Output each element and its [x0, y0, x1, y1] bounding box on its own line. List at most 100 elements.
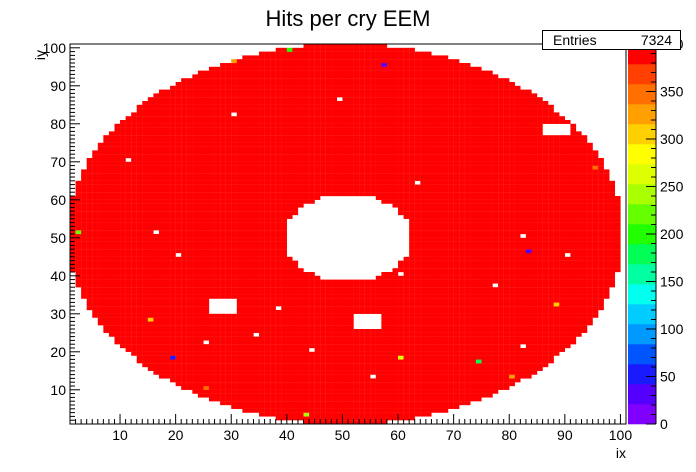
heatmap-cell	[409, 272, 415, 276]
heatmap-cell	[225, 340, 232, 345]
heatmap-cell	[281, 298, 287, 303]
heatmap-cell	[214, 101, 221, 105]
heatmap-cell	[309, 180, 315, 185]
heatmap-cell	[103, 196, 110, 200]
heatmap-cell	[214, 188, 221, 193]
heatmap-cell	[81, 177, 87, 181]
heatmap-cell	[114, 215, 121, 219]
heatmap-cell	[297, 344, 304, 349]
heatmap-cell	[192, 355, 199, 360]
heatmap-cell	[170, 359, 176, 364]
heatmap-cell	[314, 188, 321, 193]
heatmap-cell	[242, 131, 249, 136]
heatmap-cell	[225, 154, 232, 159]
heatmap-cell	[242, 382, 249, 387]
heatmap-cell	[425, 310, 432, 314]
heatmap-cell	[414, 283, 421, 288]
heatmap-cell	[214, 234, 221, 238]
heatmap-cell	[114, 291, 121, 295]
heatmap-cell	[103, 150, 110, 155]
heatmap-cell	[259, 230, 265, 235]
heatmap-cell	[86, 275, 93, 280]
heatmap-cell	[314, 382, 321, 387]
heatmap-cell	[214, 196, 221, 200]
heatmap-cell	[186, 241, 193, 246]
heatmap-cell	[147, 154, 154, 159]
heatmap-cell	[181, 234, 187, 238]
heatmap-cell	[108, 169, 115, 174]
heatmap-cell	[336, 158, 343, 162]
heatmap-cell	[75, 245, 82, 250]
heatmap-cell	[386, 89, 393, 94]
heatmap-cell	[247, 310, 254, 314]
heatmap-cell	[336, 325, 343, 330]
heatmap-cell	[203, 336, 210, 341]
heatmap-cell	[342, 146, 349, 151]
heatmap-cell	[320, 298, 326, 303]
heatmap-cell	[236, 294, 243, 299]
heatmap-cell	[181, 123, 187, 128]
heatmap-cell	[420, 367, 426, 371]
heatmap-cell	[97, 291, 104, 295]
heatmap-cell	[114, 135, 121, 140]
heatmap-cell	[325, 146, 332, 151]
heatmap-cell	[170, 367, 176, 371]
heatmap-cell	[75, 218, 82, 223]
heatmap-cell	[425, 63, 432, 67]
heatmap-cell	[236, 275, 243, 280]
heatmap-cell	[353, 351, 360, 356]
heatmap-cell	[292, 268, 299, 273]
heatmap-cell	[120, 283, 126, 288]
heatmap-cell	[264, 142, 271, 147]
heatmap-cell	[70, 226, 76, 231]
heatmap-cell	[108, 264, 115, 269]
heatmap-cell	[314, 169, 321, 174]
heatmap-cell	[286, 283, 293, 288]
heatmap-cell	[270, 363, 276, 368]
heatmap-cell	[425, 165, 432, 170]
heatmap-cell	[348, 184, 354, 189]
heatmap-cell	[403, 355, 410, 360]
heatmap-cell	[320, 112, 326, 117]
heatmap-cell	[220, 340, 226, 345]
heatmap-cell	[203, 101, 210, 105]
heatmap-cell	[120, 196, 126, 200]
heatmap-cell	[342, 158, 349, 162]
heatmap-cell	[353, 382, 360, 387]
heatmap-cell	[264, 348, 271, 352]
heatmap-cell	[375, 165, 382, 170]
heatmap-cell	[253, 374, 260, 379]
heatmap-cell	[192, 131, 199, 136]
heatmap-cell	[403, 192, 410, 197]
heatmap-cell	[314, 116, 321, 121]
heatmap-cell	[214, 291, 221, 295]
heatmap-cell	[97, 203, 104, 208]
heatmap-cell	[414, 275, 421, 280]
heatmap-cell	[203, 108, 210, 113]
heatmap-cell	[286, 89, 293, 94]
heatmap-cell	[348, 89, 354, 94]
heatmap-cell	[214, 256, 221, 261]
heatmap-cell	[353, 348, 360, 352]
heatmap-cell	[209, 313, 215, 318]
heatmap-cell	[192, 142, 199, 147]
heatmap-cell	[275, 344, 282, 349]
heatmap-cell	[364, 359, 371, 364]
heatmap-cell	[197, 188, 204, 193]
heatmap-cell	[147, 283, 154, 288]
heatmap-cell	[225, 260, 232, 265]
heatmap-cell	[108, 237, 115, 242]
heatmap-cell	[131, 203, 137, 208]
heatmap-cell	[158, 370, 165, 375]
heatmap-cell	[253, 139, 260, 143]
heatmap-cell	[281, 199, 287, 204]
heatmap-cell	[314, 196, 321, 200]
heatmap-cell	[281, 253, 287, 257]
heatmap-cell	[264, 367, 271, 371]
heatmap-cell	[192, 313, 199, 318]
heatmap-cell	[292, 310, 299, 314]
heatmap-cell	[120, 317, 126, 322]
heatmap-cell	[231, 123, 237, 128]
heatmap-cell	[253, 180, 260, 185]
heatmap-cell	[175, 306, 182, 311]
